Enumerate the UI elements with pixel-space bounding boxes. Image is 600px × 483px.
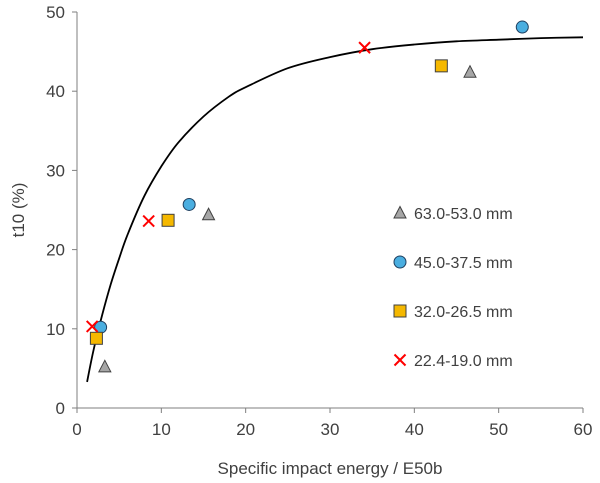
x-tick-label: 10 <box>152 420 171 439</box>
data-point-x <box>142 214 155 228</box>
x-tick-label: 40 <box>405 420 424 439</box>
x-ticks: 0 10 20 30 40 50 60 <box>72 408 592 439</box>
y-tick-label: 0 <box>56 399 65 418</box>
y-ticks: 0 10 20 30 40 50 <box>46 3 77 418</box>
legend: 63.0-53.0 mm 45.0-37.5 mm 32.0-26.5 mm 22.4… <box>393 205 513 370</box>
data-point-square <box>89 331 103 345</box>
data-point-x <box>85 320 99 333</box>
x-tick-label: 30 <box>321 420 340 439</box>
x-tick-label: 60 <box>574 420 593 439</box>
x-tick-label: 50 <box>489 420 508 439</box>
x-marker-stroke <box>393 353 407 367</box>
x-axis-title: Specific impact energy / E50b <box>218 459 443 478</box>
data-point-triangle <box>463 64 477 78</box>
y-tick-label: 30 <box>46 161 65 180</box>
x-marker-stroke <box>142 214 155 228</box>
legend-marker-triangle <box>393 205 407 219</box>
legend-marker-square <box>393 304 407 318</box>
x-marker-stroke <box>358 41 371 54</box>
x-tick-label: 0 <box>72 420 81 439</box>
data-point-square <box>434 59 448 73</box>
legend-label: 63.0-53.0 mm <box>414 206 513 223</box>
plot-area: 0 10 20 30 40 50 60 0 10 20 30 40 50 <box>46 3 592 439</box>
y-tick-label: 40 <box>46 82 65 101</box>
y-axis-title: t10 (%) <box>9 183 28 238</box>
data-point-circle <box>515 20 529 34</box>
legend-label: 22.4-19.0 mm <box>414 353 513 370</box>
data-point-triangle <box>98 359 112 373</box>
y-tick-label: 10 <box>46 320 65 339</box>
data-point-square <box>161 213 175 227</box>
legend-label: 45.0-37.5 mm <box>414 255 513 272</box>
data-point-x <box>358 41 371 54</box>
fit-curve <box>86 36 584 383</box>
legend-marker-x <box>393 353 407 367</box>
y-tick-label: 50 <box>46 3 65 22</box>
legend-label: 32.0-26.5 mm <box>414 304 513 321</box>
y-tick-label: 20 <box>46 241 65 260</box>
legend-marker-circle <box>393 255 407 269</box>
x-marker-stroke <box>85 320 99 333</box>
data-point-triangle <box>201 207 216 221</box>
data-point-circle <box>182 197 196 211</box>
x-tick-label: 20 <box>236 420 255 439</box>
data-points <box>85 20 529 373</box>
